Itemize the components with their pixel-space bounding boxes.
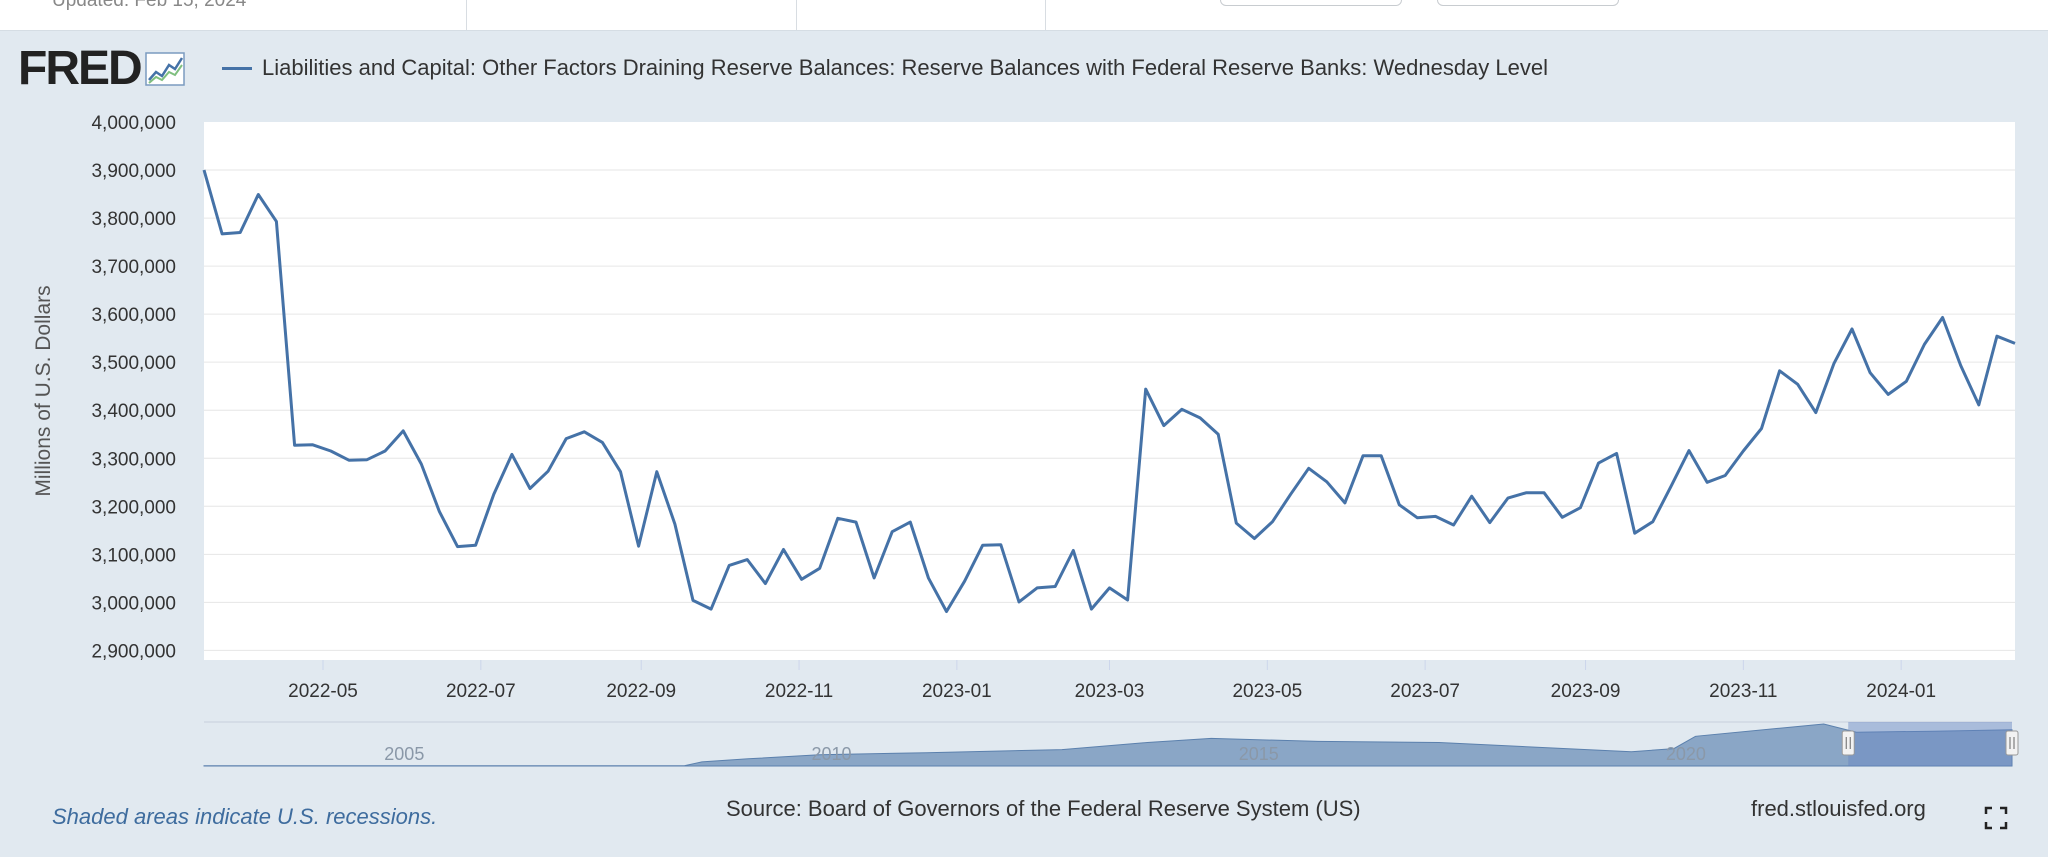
legend-series-swatch — [222, 66, 252, 70]
navigator-handle[interactable] — [2005, 730, 2019, 756]
y-tick-label: 3,800,000 — [91, 209, 176, 230]
navigator-year-label: 2015 — [1239, 744, 1279, 764]
x-tick-label: 2022-07 — [446, 681, 516, 702]
y-tick-label: 3,600,000 — [91, 305, 176, 326]
x-tick-label: 2023-05 — [1232, 681, 1302, 702]
navigator-handle[interactable] — [1841, 730, 1855, 756]
source-text: Source: Board of Governors of the Federa… — [726, 796, 1361, 821]
x-tick-label: 2023-01 — [922, 681, 992, 702]
y-tick-label: 4,000,000 — [91, 113, 176, 134]
recession-note: Shaded areas indicate U.S. recessions. — [52, 804, 438, 829]
y-tick-label: 3,400,000 — [91, 401, 176, 422]
x-tick-label: 2022-05 — [288, 681, 358, 702]
y-tick-label: 3,100,000 — [91, 545, 176, 566]
site-link[interactable]: fred.stlouisfed.org — [1751, 796, 1926, 821]
line-chart[interactable]: 4,000,000 3,900,000 3,800,000 3,700,000 3,60… — [0, 0, 2048, 790]
x-tick-label: 2023-09 — [1551, 681, 1621, 702]
x-tick-label: 2023-11 — [1709, 681, 1777, 702]
y-tick-label: 3,000,000 — [91, 593, 176, 614]
range-navigator[interactable]: 2005 2010 2015 2020 — [203, 721, 2019, 767]
y-tick-label: 3,200,000 — [91, 497, 176, 518]
toolbar-divider — [466, 0, 467, 30]
fred-logo-text: FRED — [18, 42, 143, 95]
navigator-year-label: 2005 — [384, 744, 424, 764]
series-line-reserve-balances[interactable] — [202, 169, 2016, 613]
legend-series-label: Liabilities and Capital: Other Factors D… — [262, 55, 1549, 80]
x-tick-label: 2024-01 — [1866, 681, 1936, 702]
toolbar-divider — [796, 0, 797, 30]
navigator-series-area — [203, 723, 2013, 767]
x-tick-label: 2023-07 — [1390, 681, 1460, 702]
updated-date: Updated: Feb 15, 2024 — [52, 0, 247, 11]
x-tick-label: 2022-09 — [606, 681, 676, 702]
top-toolbar-strip: Updated: Feb 15, 2024 — [0, 0, 2048, 31]
fred-graph-icon — [144, 52, 185, 86]
y-axis-tick-labels: 4,000,000 3,900,000 3,800,000 3,700,000 3,60… — [91, 113, 176, 662]
navigator-selected-range[interactable] — [1848, 722, 2012, 766]
y-tick-label: 3,300,000 — [91, 449, 176, 470]
y-axis-label: Millions of U.S. Dollars — [32, 285, 55, 496]
x-axis-tick-labels: 2022-05 2022-07 2022-09 2022-11 2023-01 2023-… — [288, 660, 1936, 702]
x-tick-label: 2022-11 — [765, 681, 833, 702]
gridlines — [204, 169, 2015, 651]
chart-legend[interactable]: Liabilities and Capital: Other Factors D… — [222, 55, 1548, 81]
plot-area — [204, 122, 2015, 660]
fred-logo[interactable]: FRED — [18, 44, 185, 94]
y-tick-label: 3,700,000 — [91, 257, 176, 278]
y-tick-label: 3,500,000 — [91, 353, 176, 374]
toolbar-divider — [1045, 0, 1046, 30]
x-tick-label: 2023-03 — [1075, 681, 1145, 702]
y-tick-label: 3,900,000 — [91, 161, 176, 182]
navigator-year-label: 2020 — [1666, 744, 1706, 764]
fullscreen-icon[interactable] — [1984, 806, 2008, 830]
navigator-year-label: 2010 — [811, 744, 851, 764]
y-tick-label: 2,900,000 — [91, 641, 176, 662]
